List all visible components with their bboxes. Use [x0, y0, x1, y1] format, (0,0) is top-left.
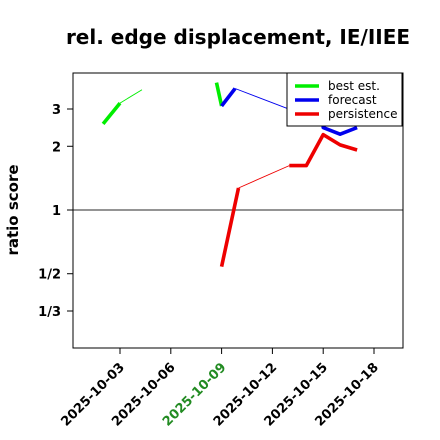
- chart-title: rel. edge displacement, IE/IIEE: [66, 25, 410, 49]
- y-tick-label-3: 2: [52, 140, 61, 155]
- legend-label-0: best est.: [328, 79, 380, 93]
- y-tick-label-2: 1: [52, 204, 61, 219]
- series-2-connector-0: [238, 165, 290, 189]
- legend-label-1: forecast: [328, 93, 377, 107]
- series-2-line-1: [289, 132, 358, 168]
- y-tick-label-0: 1/3: [38, 305, 61, 320]
- y-axis-label: ratio score: [4, 164, 22, 255]
- y-tick-label-1: 1/2: [38, 268, 61, 283]
- series-2-line-0: [219, 187, 241, 267]
- series-0-connector-0: [119, 89, 143, 104]
- series-0-line-0: [101, 101, 122, 126]
- series-1-line-0: [220, 87, 237, 108]
- plot-area: [73, 82, 403, 267]
- legend-label-2: persistence: [328, 107, 397, 121]
- y-tick-label-4: 3: [52, 103, 61, 118]
- series-0-line-1: [214, 82, 224, 107]
